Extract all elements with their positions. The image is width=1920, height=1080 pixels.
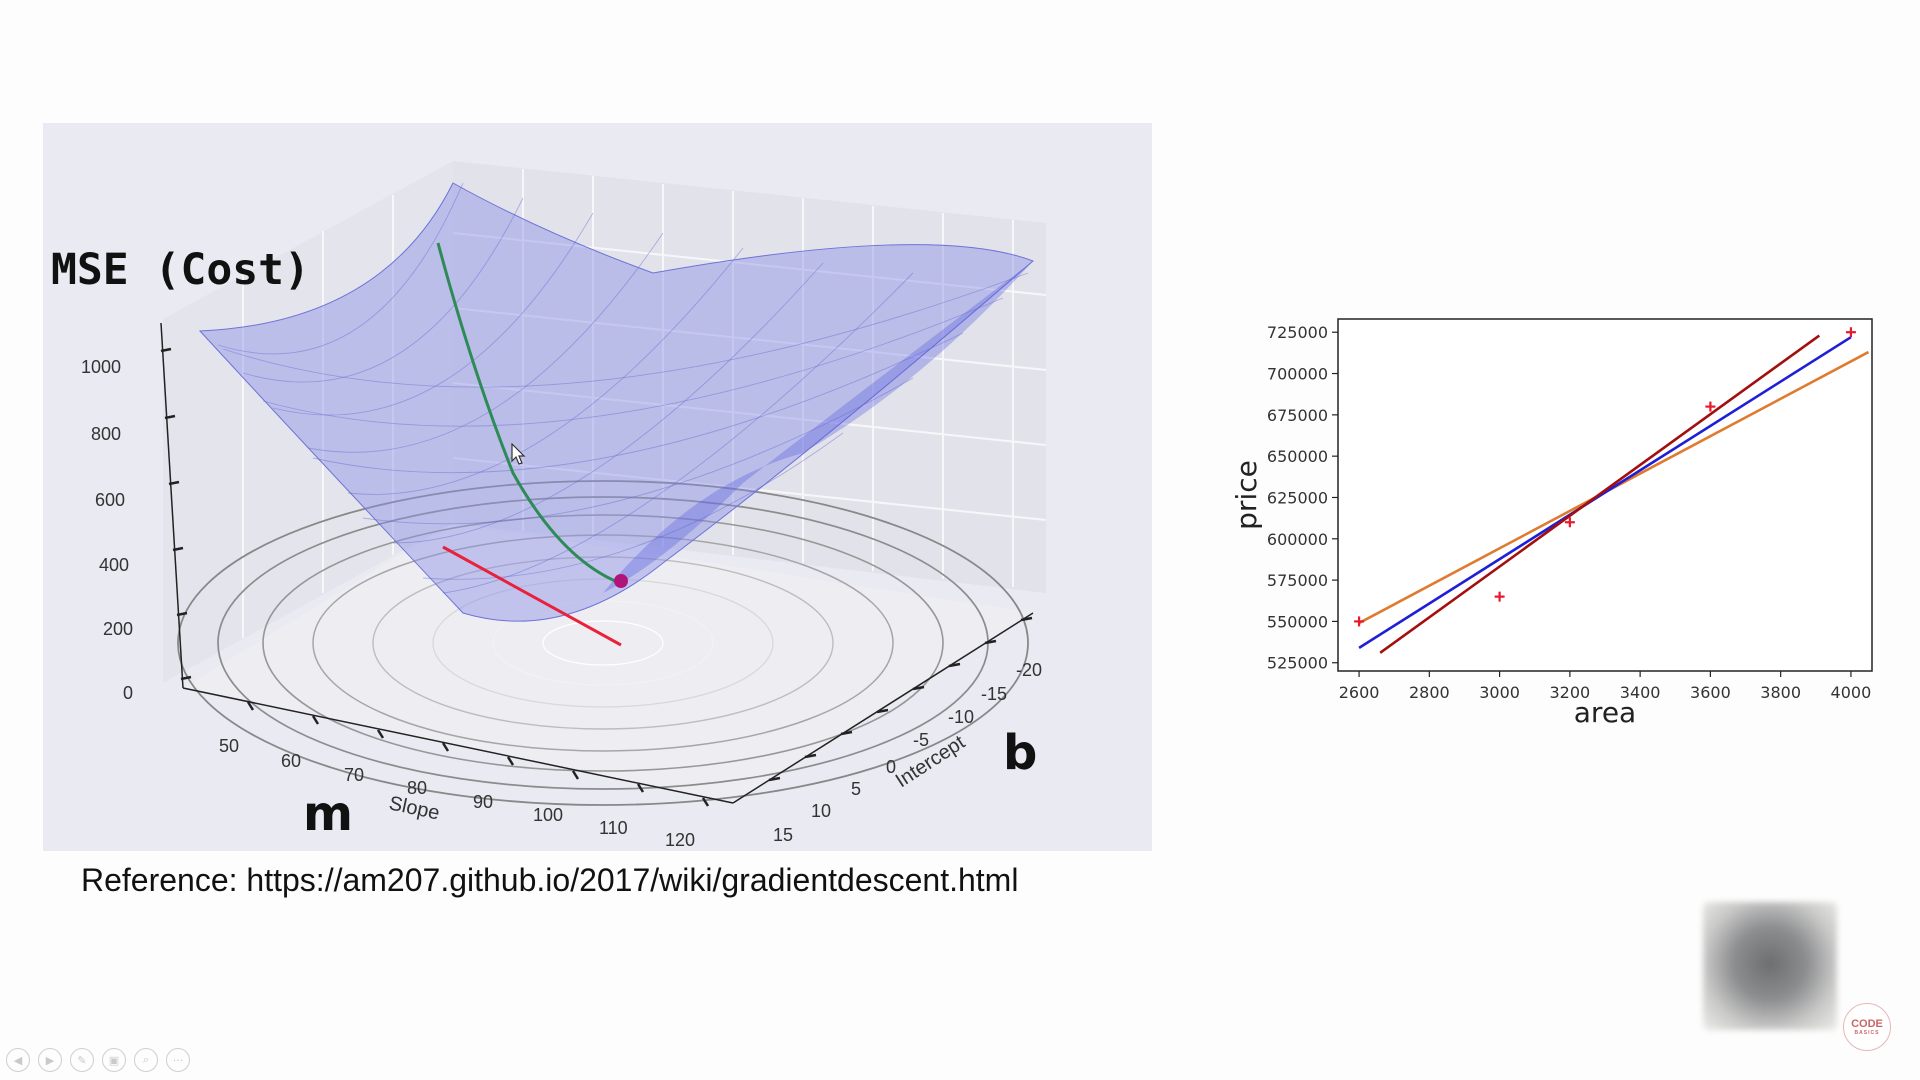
x-tick-label: 2600 [1339, 683, 1380, 702]
back-wall-grid [242, 169, 1047, 638]
z-tick: 800 [91, 424, 121, 444]
intercept-tick: -15 [981, 684, 1007, 704]
gradient-descent-path [436, 242, 626, 587]
y-axis-ticks: 525000 550000 575000 600000 625000 650000 6750… [1267, 323, 1338, 673]
regression-chart: 525000 550000 575000 600000 625000 650000 6750… [1230, 318, 1873, 729]
slides-icon[interactable]: ▣ [102, 1048, 126, 1072]
z-tick: 1000 [81, 357, 121, 377]
cost-surface [198, 182, 1034, 622]
tangent-line [442, 545, 622, 647]
b-label: b [1003, 725, 1038, 781]
code-basics-logo: CODE BASICS [1843, 1003, 1891, 1051]
intercept-axis-ticks [768, 616, 1033, 782]
x-axis-ticks: 2600 2800 3000 3200 3400 3600 3800 4000 [1339, 671, 1872, 702]
intercept-tick: 0 [886, 757, 896, 777]
floor-plane [183, 523, 1033, 803]
data-point [1705, 401, 1716, 412]
intercept-tick: 15 [773, 825, 793, 845]
surface-plot-svg: 1000 800 600 400 200 0 50 60 70 80 90 10… [81, 161, 1047, 850]
m-label: m [303, 786, 354, 842]
y-tick-label: 550000 [1267, 612, 1328, 631]
z-tick: 400 [99, 555, 129, 575]
x-tick-label: 3000 [1479, 683, 1520, 702]
webcam-thumbnail [1703, 902, 1837, 1030]
cost-surface-shadow [603, 261, 1033, 593]
x-tick-label: 3800 [1760, 683, 1801, 702]
slope-tick: 60 [281, 751, 301, 771]
current-point-marker [614, 574, 628, 588]
y-tick-label: 675000 [1267, 406, 1328, 425]
intercept-tick-labels: 15 10 5 0 -5 -10 -15 -20 [773, 660, 1042, 845]
z-axis-ticks [160, 347, 192, 681]
slide-player-controls: ◀ ▶ ✎ ▣ ⌕ ··· [6, 1048, 190, 1072]
surface-plot-figure: 1000 800 600 400 200 0 50 60 70 80 90 10… [43, 123, 1152, 851]
intercept-tick: 10 [811, 801, 831, 821]
intercept-axis [732, 612, 1034, 804]
slope-tick: 110 [599, 818, 628, 838]
slope-tick: 100 [533, 805, 563, 825]
regression-line [1358, 336, 1852, 649]
intercept-axis-label: Intercept [892, 731, 970, 792]
y-axis-label: price [1230, 460, 1263, 530]
intercept-tick: -20 [1016, 660, 1042, 680]
back-wall-right [453, 161, 1046, 593]
surface-mesh [217, 182, 1029, 594]
slope-axis-ticks [246, 701, 710, 807]
cost-axis-title: MSE (Cost) [51, 245, 310, 295]
regression-line [1379, 334, 1821, 654]
z-axis [160, 322, 184, 689]
slope-tick: 50 [219, 736, 239, 756]
data-point [1354, 616, 1365, 627]
y-tick-label: 525000 [1267, 654, 1328, 673]
slope-axis-label: Slope [387, 792, 442, 824]
data-points [1354, 327, 1856, 627]
x-tick-label: 2800 [1409, 683, 1450, 702]
fit-lines [1358, 334, 1870, 654]
z-tick: 0 [123, 683, 133, 703]
zoom-icon[interactable]: ⌕ [134, 1048, 158, 1072]
more-icon[interactable]: ··· [166, 1048, 190, 1072]
slope-tick: 90 [473, 792, 493, 812]
x-tick-label: 3400 [1620, 683, 1661, 702]
y-tick-label: 725000 [1267, 323, 1328, 342]
x-axis-label: area [1574, 696, 1636, 729]
data-point [1564, 517, 1575, 528]
intercept-tick: -5 [913, 730, 929, 750]
slope-axis [182, 687, 734, 804]
z-tick: 600 [95, 490, 125, 510]
slope-tick: 80 [407, 778, 427, 798]
y-tick-label: 625000 [1267, 488, 1328, 507]
x-tick-label: 3200 [1550, 683, 1591, 702]
plot-area [1337, 318, 1873, 672]
x-tick-label: 4000 [1831, 683, 1872, 702]
z-tick: 200 [103, 619, 133, 639]
y-tick-label: 650000 [1267, 447, 1328, 466]
slope-tick: 70 [344, 765, 364, 785]
y-tick-label: 700000 [1267, 365, 1328, 384]
data-point [1494, 591, 1505, 602]
reference-link[interactable]: Reference: https://am207.github.io/2017/… [81, 862, 1019, 898]
data-point [1845, 327, 1856, 338]
z-axis-tick-labels: 1000 800 600 400 200 0 [81, 357, 133, 703]
mouse-cursor-icon [511, 443, 526, 465]
intercept-tick: 5 [851, 779, 861, 799]
slope-tick: 120 [665, 830, 695, 850]
previous-icon[interactable]: ◀ [6, 1048, 30, 1072]
back-wall-left [163, 161, 453, 683]
intercept-tick: -10 [948, 707, 974, 727]
y-tick-label: 575000 [1267, 571, 1328, 590]
y-tick-label: 600000 [1267, 530, 1328, 549]
next-icon[interactable]: ▶ [38, 1048, 62, 1072]
slope-tick-labels: 50 60 70 80 90 100 110 120 [219, 736, 695, 850]
pen-icon[interactable]: ✎ [70, 1048, 94, 1072]
x-tick-label: 3600 [1690, 683, 1731, 702]
